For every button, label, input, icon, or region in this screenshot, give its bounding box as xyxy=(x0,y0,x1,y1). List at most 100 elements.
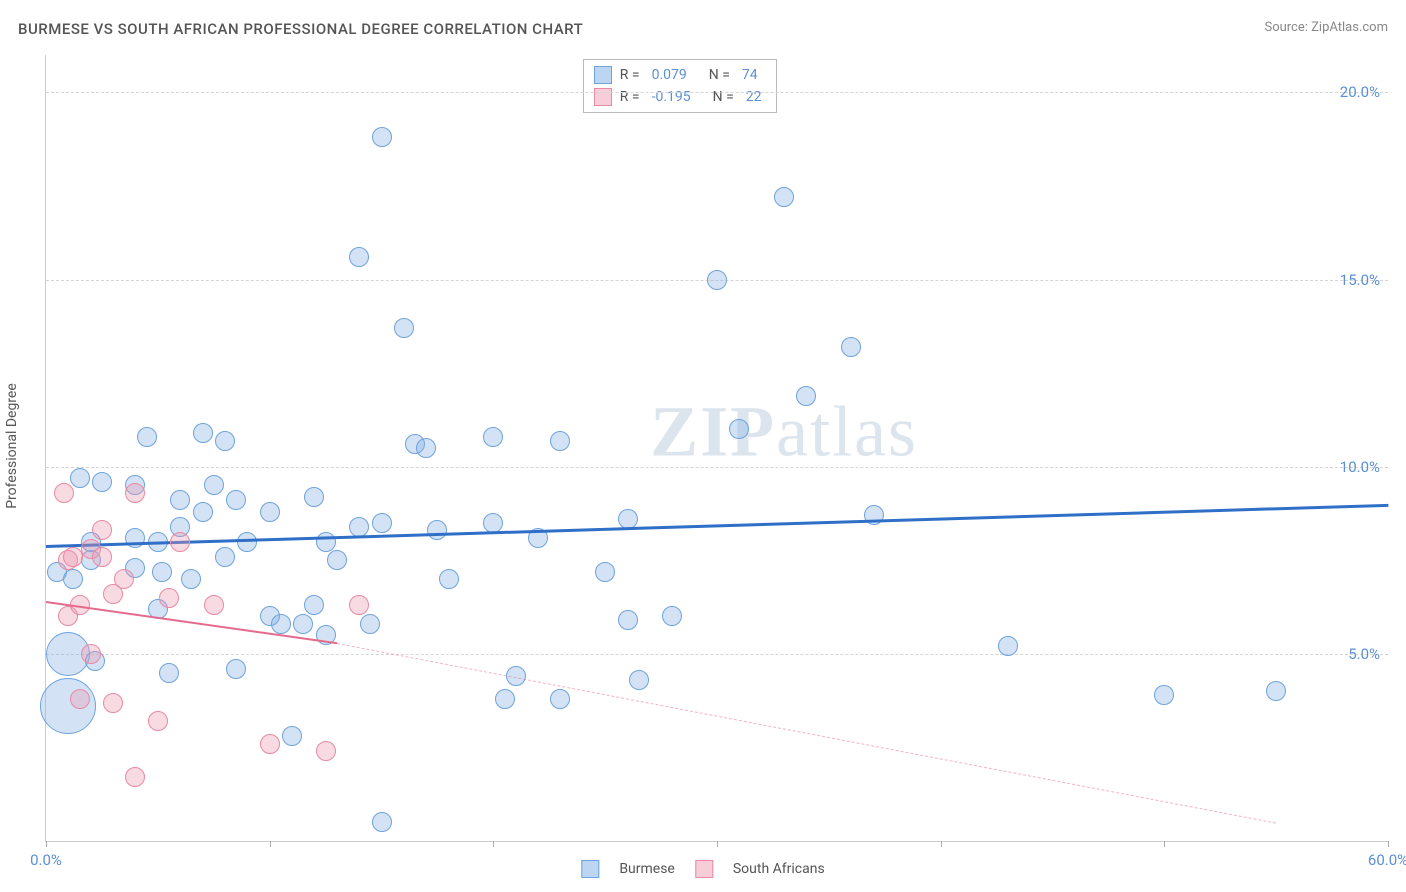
data-point xyxy=(998,636,1018,656)
data-point xyxy=(316,741,336,761)
data-point xyxy=(92,547,112,567)
data-point xyxy=(550,689,570,709)
data-point xyxy=(1266,681,1286,701)
legend-n-value: 74 xyxy=(742,67,758,83)
x-tick xyxy=(270,841,271,847)
trend-line xyxy=(46,504,1388,548)
data-point xyxy=(774,187,794,207)
data-point xyxy=(796,386,816,406)
data-point xyxy=(439,569,459,589)
y-tick-label: 15.0% xyxy=(1340,271,1380,289)
data-point xyxy=(92,520,112,540)
data-point xyxy=(707,270,727,290)
y-axis-label: Professional Degree xyxy=(4,383,20,509)
data-point xyxy=(204,475,224,495)
legend-r-value: -0.195 xyxy=(652,89,691,105)
data-point xyxy=(92,472,112,492)
data-point xyxy=(215,431,235,451)
data-point xyxy=(662,606,682,626)
data-point xyxy=(416,438,436,458)
legend-series-label: South Africans xyxy=(733,861,825,877)
data-point xyxy=(103,693,123,713)
data-point xyxy=(1154,685,1174,705)
data-point xyxy=(550,431,570,451)
data-point xyxy=(170,532,190,552)
correlation-legend: R =0.079N =74R =-0.195N =22 xyxy=(583,59,777,113)
legend-n-label: N = xyxy=(713,89,734,105)
data-point xyxy=(204,595,224,615)
data-point xyxy=(372,812,392,832)
x-tick xyxy=(46,841,47,847)
data-point xyxy=(170,490,190,510)
trend-line-extrapolated xyxy=(337,643,1277,824)
legend-row: R =0.079N =74 xyxy=(594,64,766,86)
data-point xyxy=(159,663,179,683)
data-point xyxy=(54,483,74,503)
data-point xyxy=(70,689,90,709)
data-point xyxy=(372,127,392,147)
plot-area: ZIPatlas R =0.079N =74R =-0.195N =22 5.0… xyxy=(45,55,1388,842)
legend-swatch xyxy=(581,860,599,878)
data-point xyxy=(260,502,280,522)
y-tick-label: 5.0% xyxy=(1348,645,1380,663)
legend-swatch xyxy=(594,88,612,106)
data-point xyxy=(293,614,313,634)
data-point xyxy=(349,595,369,615)
data-point xyxy=(595,562,615,582)
watermark-zip: ZIP xyxy=(650,392,776,472)
legend-series-label: Burmese xyxy=(619,861,675,877)
legend-n-value: 22 xyxy=(746,89,762,105)
legend-swatch xyxy=(594,66,612,84)
data-point xyxy=(841,337,861,357)
data-point xyxy=(483,513,503,533)
x-tick xyxy=(717,841,718,847)
data-point xyxy=(237,532,257,552)
x-tick xyxy=(1388,841,1389,847)
x-tick xyxy=(1164,841,1165,847)
data-point xyxy=(316,532,336,552)
data-point xyxy=(394,318,414,338)
data-point xyxy=(360,614,380,634)
gridline xyxy=(46,467,1388,468)
data-point xyxy=(729,419,749,439)
data-point xyxy=(282,726,302,746)
data-point xyxy=(495,689,515,709)
legend-n-label: N = xyxy=(709,67,730,83)
data-point xyxy=(349,247,369,267)
data-point xyxy=(226,659,246,679)
data-point xyxy=(70,468,90,488)
data-point xyxy=(304,487,324,507)
data-point xyxy=(271,614,291,634)
chart-title: BURMESE VS SOUTH AFRICAN PROFESSIONAL DE… xyxy=(18,20,583,38)
x-tick-label: 0.0% xyxy=(30,851,62,869)
data-point xyxy=(260,734,280,754)
y-tick-label: 10.0% xyxy=(1340,458,1380,476)
legend-r-label: R = xyxy=(620,67,640,83)
data-point xyxy=(372,513,392,533)
x-tick-label: 60.0% xyxy=(1368,851,1406,869)
legend-swatch xyxy=(695,860,713,878)
data-point xyxy=(226,490,246,510)
data-point xyxy=(148,711,168,731)
legend-r-label: R = xyxy=(620,89,640,105)
data-point xyxy=(63,569,83,589)
data-point xyxy=(125,767,145,787)
legend-row: R = -0.195 N = 22 xyxy=(594,86,766,108)
gridline xyxy=(46,92,1388,93)
data-point xyxy=(304,595,324,615)
data-point xyxy=(40,678,96,734)
data-point xyxy=(125,483,145,503)
data-point xyxy=(349,517,369,537)
data-point xyxy=(159,588,179,608)
gridline xyxy=(46,654,1388,655)
watermark-atlas: atlas xyxy=(776,392,918,472)
data-point xyxy=(114,569,134,589)
watermark: ZIPatlas xyxy=(650,391,918,474)
series-legend: Burmese South Africans xyxy=(581,860,824,878)
source-attribution: Source: ZipAtlas.com xyxy=(1264,20,1388,35)
data-point xyxy=(193,423,213,443)
data-point xyxy=(215,547,235,567)
data-point xyxy=(864,505,884,525)
data-point xyxy=(618,610,638,630)
x-tick xyxy=(941,841,942,847)
